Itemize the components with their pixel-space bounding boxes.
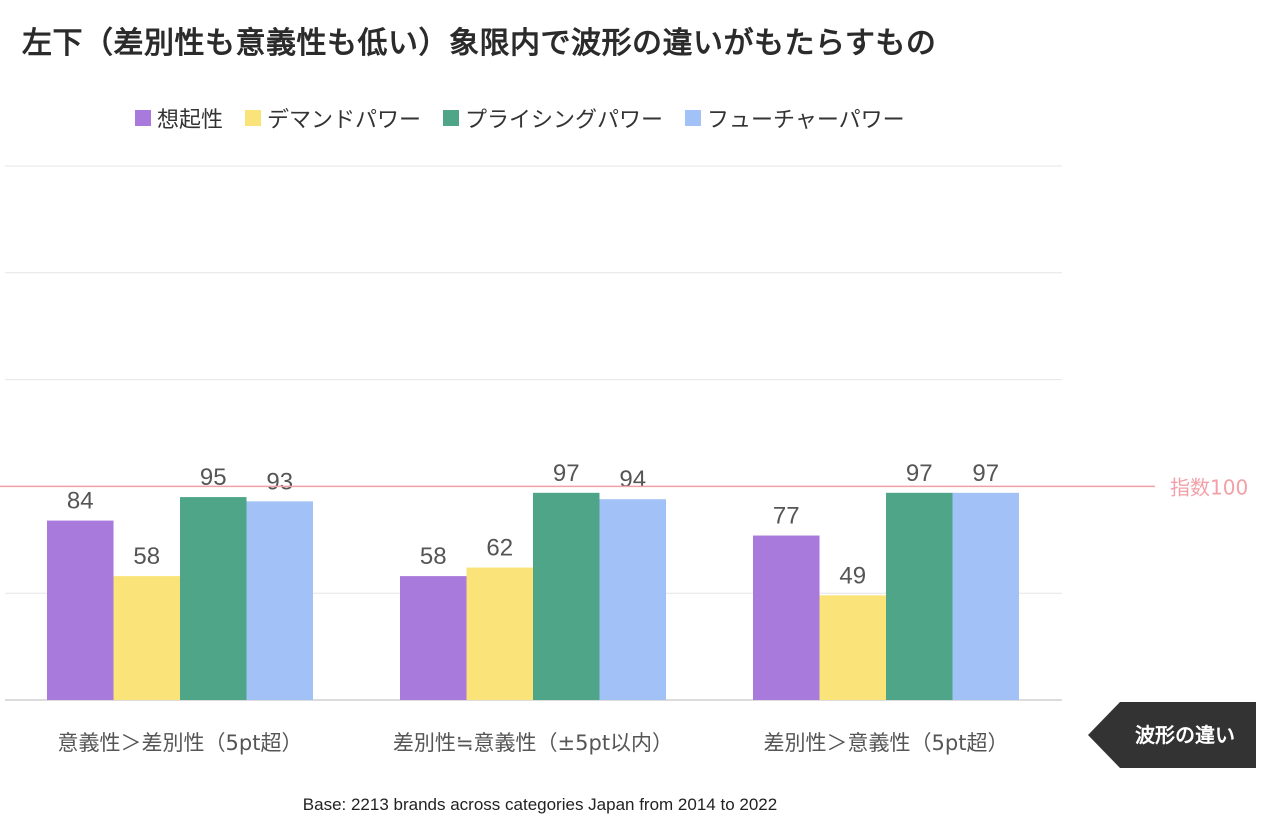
legend-swatch-future-power (685, 110, 702, 126)
bar (599, 499, 666, 700)
category-label: 差別性≒意義性（±5pt以内） (393, 731, 673, 755)
data-label: 58 (133, 543, 160, 570)
bar (246, 501, 313, 700)
legend-item-awareness: 想起性 (135, 102, 223, 134)
legend-swatch-awareness (135, 110, 151, 126)
data-label: 93 (266, 468, 293, 495)
legend-item-demand-power: デマンドパワー (245, 102, 421, 134)
bar (47, 520, 114, 700)
legend-label-future-power: フューチャーパワー (707, 108, 905, 133)
data-label: 97 (553, 460, 580, 487)
bar (952, 492, 1019, 700)
legend-swatch-demand-power (245, 110, 262, 126)
legend-label-pricing-power: プライシングパワー (465, 108, 664, 133)
bar (753, 535, 820, 700)
legend-label-demand-power: デマンドパワー (267, 108, 422, 133)
bar (819, 595, 886, 700)
bar (400, 576, 467, 700)
waveform-difference-badge: 波形の違い (1088, 702, 1256, 768)
legend-item-future-power: フューチャーパワー (685, 102, 905, 134)
bar (886, 492, 953, 700)
bar (533, 492, 600, 700)
legend-label-awareness: 想起性 (157, 108, 224, 133)
data-label: 94 (619, 466, 646, 493)
data-label: 97 (972, 460, 999, 487)
category-label: 意義性＞差別性（5pt超） (58, 731, 303, 755)
legend: 想起性 デマンドパワー プライシングパワー フューチャーパワー (135, 102, 927, 134)
data-label: 49 (839, 562, 866, 589)
data-label: 58 (420, 543, 447, 570)
data-label: 84 (67, 488, 94, 515)
reference-line-label: 指数100 (1170, 475, 1248, 499)
bar (113, 576, 180, 700)
legend-item-pricing-power: プライシングパワー (443, 102, 663, 134)
data-label: 97 (906, 460, 933, 487)
waveform-difference-label: 波形の違い (1135, 723, 1235, 747)
bar (180, 497, 247, 700)
left-arrow-icon (1088, 702, 1256, 768)
category-label: 差別性＞意義性（5pt超） (764, 731, 1009, 755)
bar (466, 567, 533, 700)
legend-swatch-pricing-power (443, 110, 460, 126)
base-note: Base: 2213 brands across categories Japa… (302, 795, 778, 814)
data-label: 77 (773, 503, 800, 530)
data-label: 62 (486, 535, 513, 562)
chart-title: 左下（差別性も意義性も低い）象限内で波形の違いがもたらすもの (22, 26, 937, 61)
